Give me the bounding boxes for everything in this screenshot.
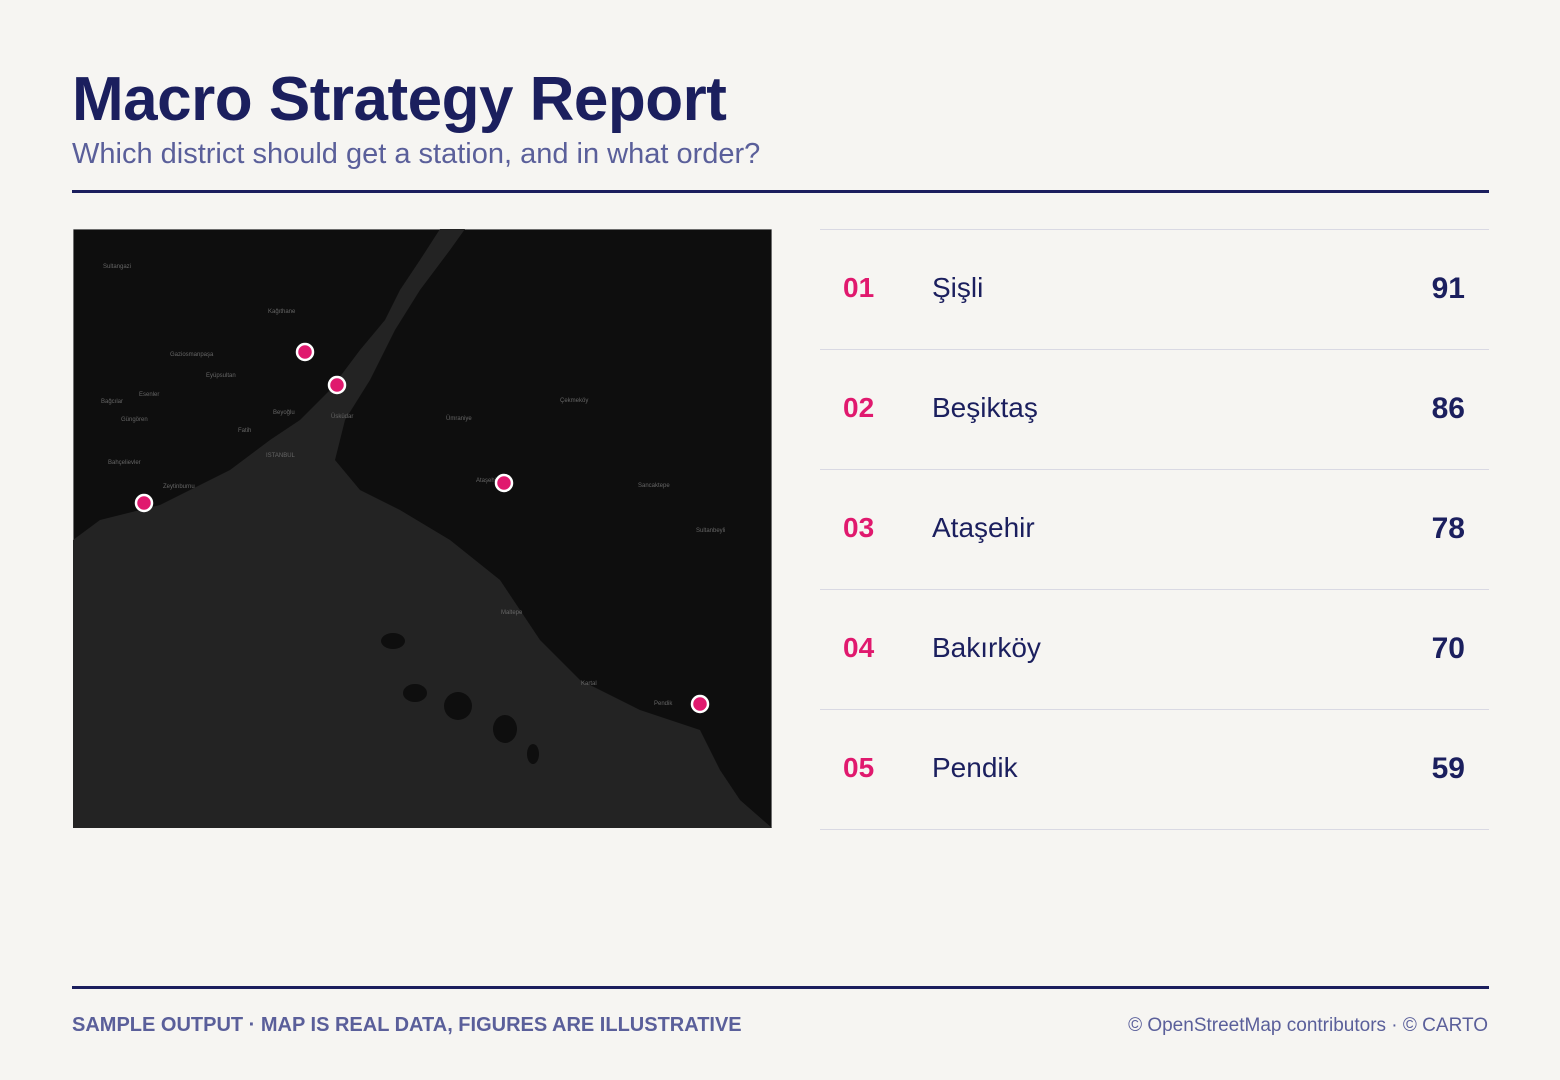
map: Sultangazi Kağıthane Gaziosmanpaşa Eyüpsult… xyxy=(73,229,772,828)
map-label: Bahçelievler xyxy=(108,460,141,466)
map-label: Gaziosmanpaşa xyxy=(170,352,214,358)
map-sea xyxy=(73,229,772,828)
map-label: Zeytinburnu xyxy=(163,484,195,490)
map-label: Kartal xyxy=(581,681,597,687)
footer-credit: © OpenStreetMap contributors · © CARTO xyxy=(1128,1015,1488,1036)
title: Macro Strategy Report xyxy=(72,65,727,134)
score: 59 xyxy=(1431,752,1465,785)
map-label: Kağıthane xyxy=(268,309,296,315)
map-label: Fatih xyxy=(238,428,251,434)
header-rule xyxy=(72,190,1489,193)
map-label: Üsküdar xyxy=(331,413,353,420)
map-label: Bağcılar xyxy=(101,399,123,405)
ranking-table: 01 Şişli 91 02 Beşiktaş 86 03 Ataşehir 78 04 Bakır… xyxy=(820,229,1489,830)
rank: 05 xyxy=(843,752,875,783)
map-label: Ataşehir xyxy=(476,478,498,484)
name: Şişli xyxy=(932,272,984,303)
rank: 02 xyxy=(843,392,875,423)
marker xyxy=(295,342,315,362)
map-label: Ümraniye xyxy=(446,415,472,422)
footer-note: SAMPLE OUTPUT · MAP IS REAL DATA, FIGURE… xyxy=(72,1014,742,1036)
name: Beşiktaş xyxy=(932,392,1038,423)
name: Bakırköy xyxy=(932,632,1041,663)
ranking-row: 02 Beşiktaş 86 xyxy=(820,350,1489,470)
ranking-row: 04 Bakırköy 70 xyxy=(820,590,1489,710)
name: Pendik xyxy=(932,752,1018,783)
markers xyxy=(134,342,710,714)
score: 91 xyxy=(1431,272,1465,305)
map-label: Pendik xyxy=(654,701,673,707)
map-label: Esenler xyxy=(139,392,159,398)
rank: 03 xyxy=(843,512,875,543)
map-label: Sultanbeyli xyxy=(696,528,725,534)
rank: 04 xyxy=(843,632,875,663)
score: 70 xyxy=(1431,632,1465,665)
map-label: Maltepe xyxy=(501,610,523,616)
ranking-row: 03 Ataşehir 78 xyxy=(820,470,1489,590)
map-label: Sultangazi xyxy=(103,264,131,270)
marker xyxy=(494,473,514,493)
marker xyxy=(690,694,710,714)
ranking-row: 05 Pendik 59 xyxy=(820,710,1489,830)
footer-rule xyxy=(72,986,1489,989)
marker xyxy=(327,375,347,395)
map-label: Çekmeköy xyxy=(560,398,588,404)
map-label: Güngören xyxy=(121,417,148,423)
score: 78 xyxy=(1431,512,1465,545)
map-label: Eyüpsultan xyxy=(206,373,236,379)
subtitle: Which district should get a station, and… xyxy=(72,138,761,170)
score: 86 xyxy=(1431,392,1465,425)
map-label: Sancaktepe xyxy=(638,483,670,489)
map-label: ISTANBUL xyxy=(266,453,296,459)
ranking-row: 01 Şişli 91 xyxy=(820,230,1489,350)
islands xyxy=(381,633,539,764)
rank: 01 xyxy=(843,272,875,303)
name: Ataşehir xyxy=(932,512,1035,543)
marker xyxy=(134,493,154,513)
map-label: Beyoğlu xyxy=(273,410,295,416)
